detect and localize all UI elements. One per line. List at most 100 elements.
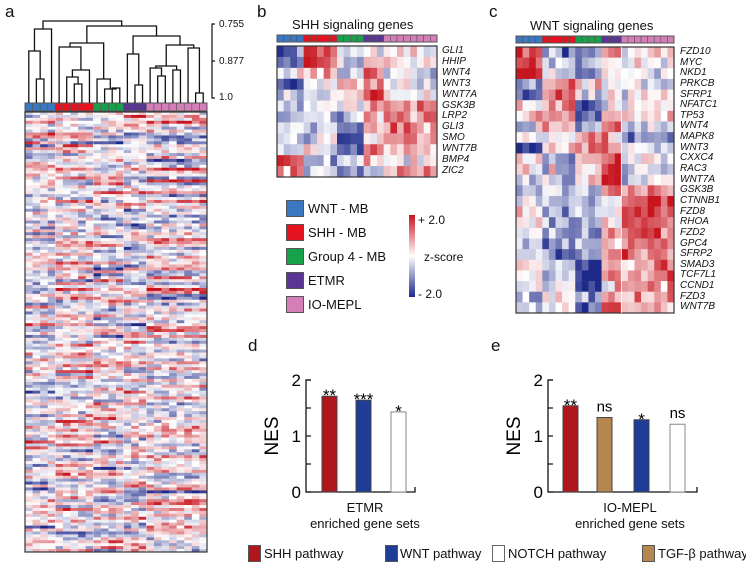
a-heatmap-cell	[161, 179, 170, 183]
b-heatmap-cell	[317, 166, 324, 178]
a-heatmap-cell	[47, 452, 56, 456]
c-heatmap-cell	[621, 174, 629, 186]
a-heatmap-cell	[184, 449, 193, 453]
b-heatmap-cell	[277, 67, 284, 80]
a-heatmap-cell	[55, 469, 64, 474]
a-heatmap-cell	[40, 308, 49, 312]
c-heatmap-cell	[581, 206, 589, 218]
b-heatmap-cell	[290, 100, 298, 112]
a-heatmap-cell	[116, 176, 124, 180]
a-heatmap-cell	[100, 469, 109, 474]
a-heatmap-cell	[199, 311, 208, 315]
a-heatmap-cell	[85, 446, 94, 450]
a-heatmap-cell	[191, 422, 200, 427]
a-heatmap-cell	[199, 120, 208, 125]
a-heatmap-cell	[100, 311, 109, 315]
a-heatmap-cell	[116, 490, 124, 494]
a-heatmap-cell	[176, 516, 185, 521]
a-heatmap-cell	[70, 475, 79, 479]
a-heatmap-cell	[131, 223, 140, 227]
a-heatmap-cell	[146, 323, 155, 327]
a-heatmap-cell	[100, 191, 109, 195]
a-heatmap-cell	[62, 543, 71, 547]
a-heatmap-cell	[85, 208, 94, 213]
a-heatmap-cell	[70, 540, 79, 544]
a-heatmap-cell	[131, 170, 140, 174]
a-heatmap-cell	[116, 252, 124, 257]
b-heatmap-cell	[330, 133, 338, 145]
c-heatmap-cell	[647, 238, 655, 250]
c-sample-color-cell	[634, 35, 642, 44]
a-heatmap-cell	[138, 343, 147, 347]
c-heatmap-cell	[667, 110, 675, 122]
a-heatmap-cell	[47, 290, 56, 295]
a-heatmap-cell	[169, 417, 177, 421]
a-heatmap-cell	[55, 144, 64, 148]
a-heatmap-cell	[191, 417, 200, 421]
a-heatmap-cell	[25, 117, 33, 122]
a-heatmap-cell	[169, 516, 177, 521]
a-heatmap-cell	[85, 408, 94, 412]
a-heatmap-cell	[199, 458, 208, 462]
a-heatmap-cell	[78, 249, 86, 254]
c-heatmap-cell	[588, 121, 596, 133]
a-heatmap-cell	[138, 282, 147, 286]
c-heatmap-cell	[548, 249, 556, 261]
a-heatmap-cell	[93, 299, 102, 303]
a-heatmap-cell	[116, 508, 124, 512]
a-heatmap-cell	[199, 546, 208, 550]
a-heatmap-cell	[123, 120, 132, 125]
a-heatmap-cell	[191, 194, 200, 198]
a-heatmap-cell	[138, 378, 147, 383]
a-heatmap-cell	[32, 516, 41, 521]
a-heatmap-cell	[62, 320, 71, 324]
b-heatmap-cell	[397, 67, 404, 80]
a-heatmap-cell	[184, 317, 193, 321]
c-heatmap-cell	[667, 78, 675, 90]
c-heatmap-cell	[641, 238, 648, 250]
a-heatmap-cell	[100, 112, 109, 116]
a-heatmap-cell	[40, 238, 49, 242]
a-heatmap-cell	[146, 261, 155, 265]
a-heatmap-cell	[131, 129, 140, 133]
a-heatmap-cell	[100, 534, 109, 538]
a-heatmap-cell	[100, 293, 109, 298]
a-heatmap-cell	[78, 334, 86, 339]
a-heatmap-cell	[199, 150, 208, 154]
a-heatmap-cell	[100, 481, 109, 485]
a-heatmap-cell	[123, 302, 132, 306]
b-heatmap-cell	[423, 166, 431, 178]
a-heatmap-cell	[199, 279, 208, 283]
a-heatmap-cell	[108, 381, 117, 386]
a-heatmap-cell	[138, 420, 147, 424]
a-heatmap-cell	[131, 417, 140, 421]
a-heatmap-cell	[32, 452, 41, 456]
b-heatmap-cell	[290, 133, 298, 145]
a-heatmap-cell	[161, 202, 170, 207]
a-heatmap-cell	[161, 244, 170, 248]
a-heatmap-cell	[78, 191, 86, 195]
a-heatmap-cell	[184, 408, 193, 412]
c-heatmap-cell	[555, 249, 563, 261]
a-heatmap-cell	[25, 490, 33, 494]
b-heatmap-cell	[303, 122, 311, 134]
c-heatmap-cell	[647, 302, 655, 314]
a-heatmap-cell	[153, 546, 162, 550]
a-heatmap-cell	[62, 285, 71, 289]
c-heatmap-cell	[608, 100, 616, 112]
a-heatmap-cell	[62, 370, 71, 374]
c-heatmap-cell	[667, 291, 675, 303]
a-heatmap-cell	[100, 214, 109, 218]
c-heatmap-cell	[614, 121, 622, 133]
c-heatmap-cell	[529, 110, 537, 122]
b-heatmap-cell	[430, 166, 438, 178]
a-heatmap-cell	[169, 276, 177, 280]
a-heatmap-cell	[40, 317, 49, 321]
a-heatmap-cell	[123, 158, 132, 163]
a-heatmap-cell	[93, 384, 102, 389]
a-heatmap-cell	[153, 516, 162, 521]
a-heatmap-cell	[47, 220, 56, 224]
a-heatmap-cell	[191, 220, 200, 224]
b-heatmap-cell	[343, 56, 351, 69]
a-heatmap-cell	[70, 346, 79, 350]
